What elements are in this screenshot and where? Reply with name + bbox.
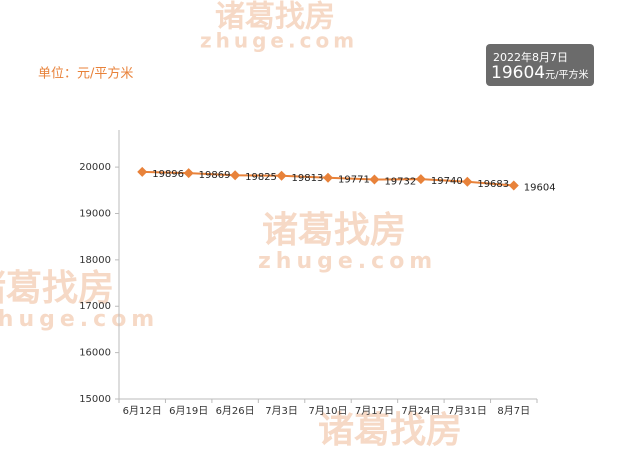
marker	[369, 174, 380, 185]
watermark: 诸葛找房	[262, 210, 406, 251]
watermark: 诸葛找房	[0, 268, 114, 309]
marker	[462, 176, 473, 187]
marker	[137, 166, 148, 177]
watermark: zhuge.com	[258, 249, 437, 274]
x-tick-label: 7月3日	[265, 405, 298, 417]
x-tick-label: 7月10日	[308, 405, 347, 417]
x-tick-label: 6月12日	[123, 405, 162, 417]
marker	[183, 168, 194, 179]
y-tick-label: 18000	[79, 255, 111, 266]
value-label: 19740	[431, 176, 463, 187]
x-tick-label: 7月24日	[401, 405, 440, 417]
marker	[230, 170, 241, 181]
value-label: 19825	[245, 172, 277, 183]
marker	[323, 172, 333, 183]
x-tick-label: 8月7日	[497, 405, 530, 417]
watermarks: 诸葛找房 zhuge.com 诸葛找房 zhuge.com 诸葛找房 zhuge…	[0, 0, 462, 451]
x-tick-label: 6月19日	[169, 405, 208, 417]
watermark: zhuge.com	[0, 307, 159, 332]
info-price: 19604元/平方米	[491, 63, 588, 83]
x-tick-label: 7月17日	[355, 405, 394, 417]
x-tick-label: 6月26日	[216, 405, 255, 417]
value-label: 19869	[199, 170, 231, 181]
info-value: 19604	[491, 63, 546, 83]
watermark: 诸葛找房	[318, 410, 462, 451]
watermark: zhuge.com	[200, 29, 358, 53]
value-label: 19604	[524, 182, 556, 193]
unit-label: 单位：元/平方米	[38, 66, 133, 82]
marker	[415, 174, 426, 185]
marker	[508, 180, 519, 191]
info-unit: 元/平方米	[545, 70, 589, 81]
y-tick-label: 17000	[79, 301, 111, 312]
value-label: 19813	[292, 173, 324, 184]
y-tick-label: 16000	[79, 348, 111, 359]
y-tick-label: 15000	[79, 394, 111, 405]
value-label: 19771	[338, 175, 370, 186]
marker	[276, 170, 287, 181]
info-date: 2022年8月7日	[493, 51, 568, 64]
watermark: 诸葛找房	[215, 0, 335, 35]
y-tick-label: 20000	[79, 162, 111, 173]
y-tick-label: 19000	[79, 208, 111, 219]
info-box: 2022年8月7日 19604元/平方米	[486, 44, 594, 86]
x-tick-label: 7月31日	[448, 405, 487, 417]
value-label: 19896	[152, 169, 184, 180]
value-label: 19683	[477, 179, 509, 190]
value-label: 19732	[384, 177, 416, 188]
